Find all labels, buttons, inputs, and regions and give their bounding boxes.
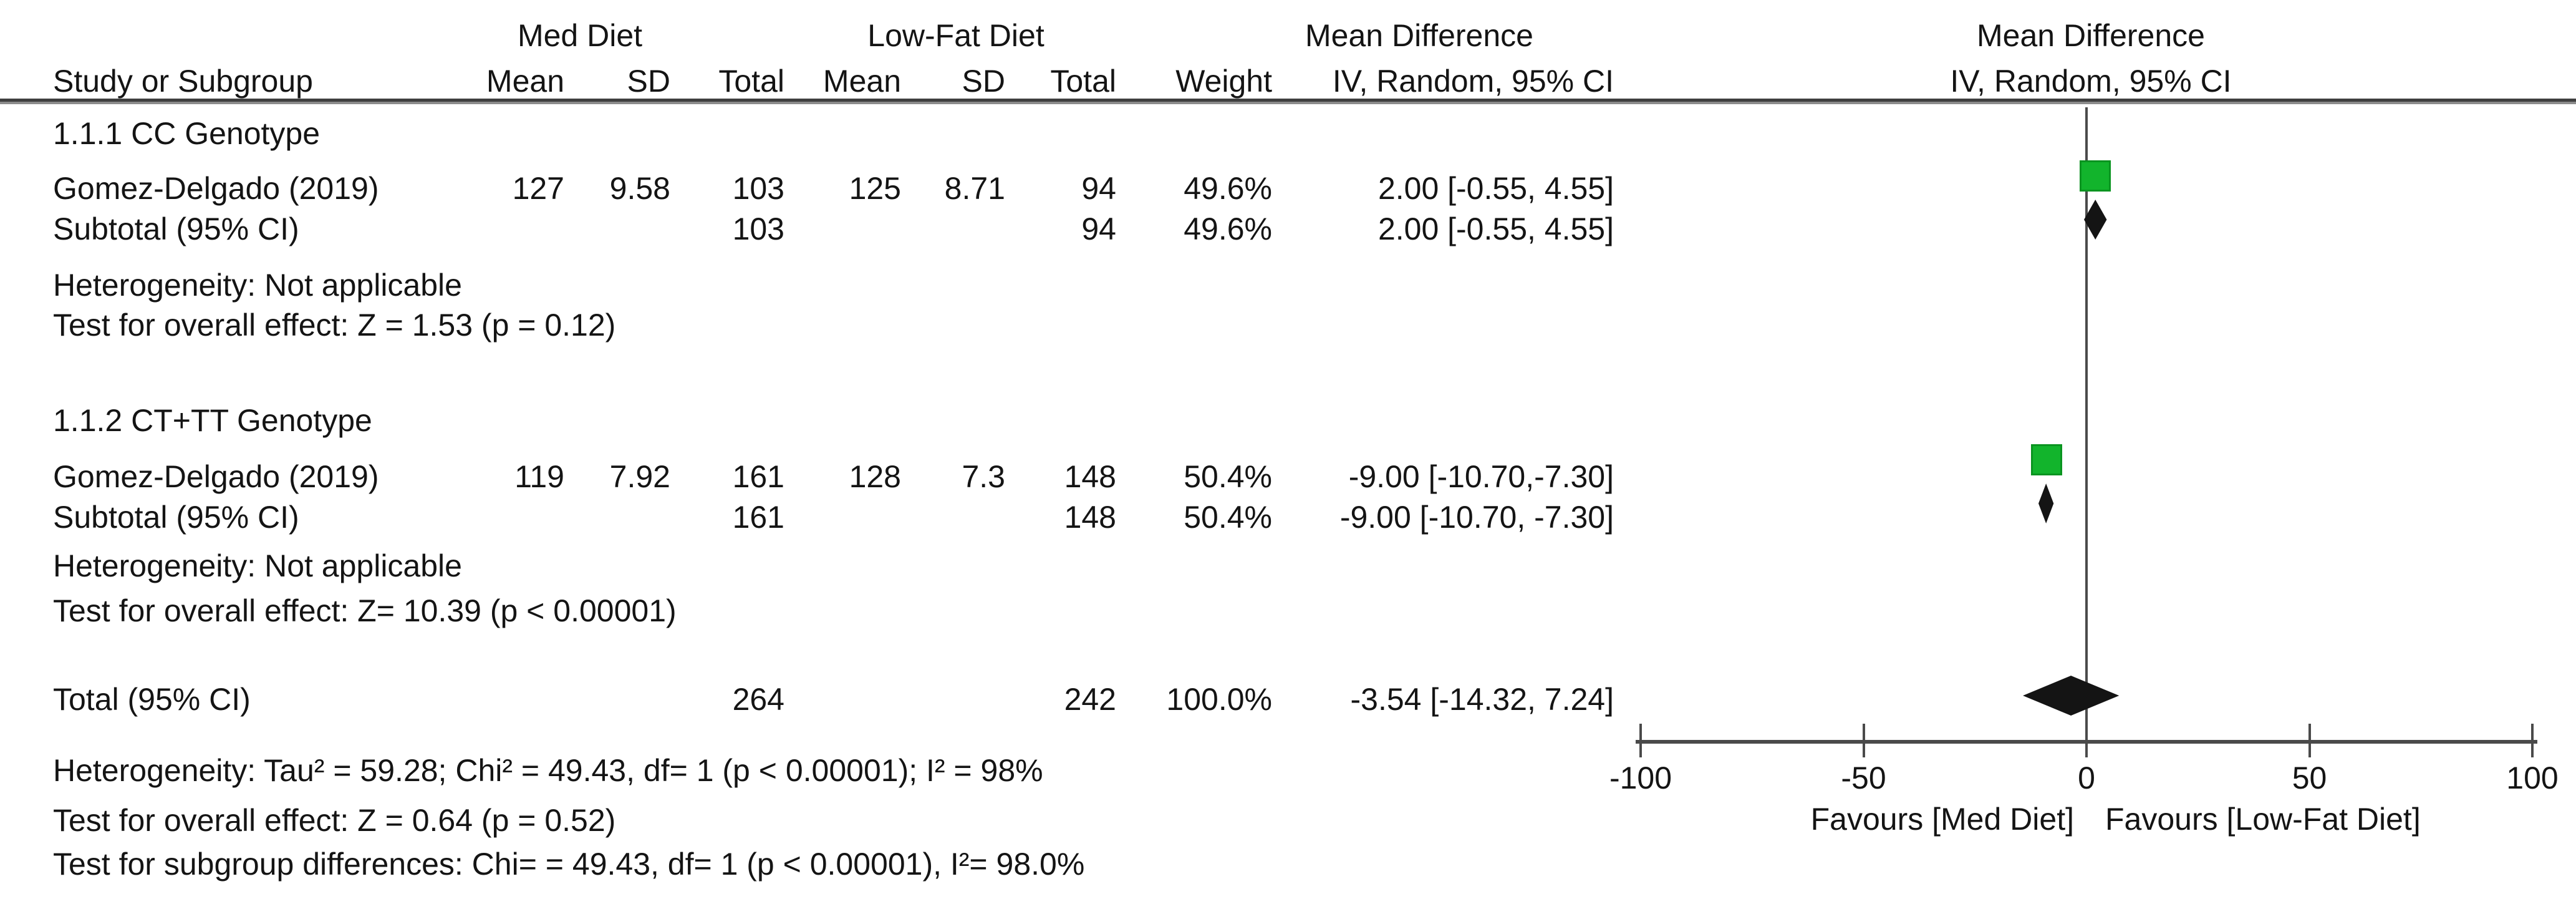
- total-total-lf: 242: [1064, 682, 1116, 717]
- study-mean-med-cttt: 119: [514, 459, 564, 494]
- heterogeneity-note-cttt: Heterogeneity: Not applicable: [53, 548, 462, 583]
- col-header-sd-lowfat: SD: [962, 64, 1005, 99]
- diamond-shape: [2038, 484, 2054, 523]
- total-weight: 100.0%: [1166, 682, 1272, 717]
- study-weight-cttt: 50.4%: [1184, 459, 1272, 494]
- study-mean-med: 127: [512, 171, 564, 206]
- subtotal-weight: 49.6%: [1184, 211, 1272, 246]
- study-mean-lf: 125: [849, 171, 901, 206]
- col-header-mean-med: Mean: [486, 64, 564, 99]
- study-point-estimate-square: [2030, 444, 2062, 475]
- subtotal-label-cttt: Subtotal (95% CI): [53, 500, 299, 535]
- plot-header-mean-difference: Mean Difference: [1977, 18, 2205, 53]
- subtotal-weight-cttt: 50.4%: [1184, 500, 1272, 535]
- total-label: Total (95% CI): [53, 682, 251, 717]
- col-header-total-med: Total: [718, 64, 784, 99]
- total-total-med: 264: [732, 682, 784, 717]
- footer-overall-effect: Test for overall effect: Z = 0.64 (p = 0…: [53, 803, 616, 838]
- study-name-cttt: Gomez-Delgado (2019): [53, 459, 379, 494]
- plot-col-header-iv-random: IV, Random, 95% CI: [1950, 64, 2232, 99]
- subtotal-total-med-cttt: 161: [732, 500, 784, 535]
- diamond-shape: [2022, 676, 2119, 716]
- study-mean-lf-cttt: 128: [849, 459, 901, 494]
- subtotal-total-lf-cttt: 148: [1064, 500, 1116, 535]
- subtotal-total-med: 103: [732, 211, 784, 246]
- axis-tick: [1862, 724, 1865, 757]
- subtotal-diamond: [2084, 200, 2107, 240]
- study-point-estimate-square: [2080, 160, 2111, 192]
- study-sd-lf: 8.71: [944, 171, 1005, 206]
- axis-tick: [2085, 724, 2088, 757]
- study-total-lf: 94: [1081, 171, 1116, 206]
- header-divider-light: [0, 102, 2576, 104]
- axis-tick-label: 50: [2292, 761, 2327, 795]
- study-name-cc: Gomez-Delgado (2019): [53, 171, 379, 206]
- subtotal-ci: 2.00 [-0.55, 4.55]: [1377, 211, 1614, 246]
- group-header-low-fat-diet: Low-Fat Diet: [867, 18, 1044, 53]
- group-header-mean-difference: Mean Difference: [1305, 18, 1533, 53]
- overall-effect-note-cttt: Test for overall effect: Z= 10.39 (p < 0…: [53, 593, 677, 628]
- axis-tick: [2308, 724, 2311, 757]
- overall-effect-note-cc: Test for overall effect: Z = 1.53 (p = 0…: [53, 308, 616, 343]
- subtotal-ci-cttt: -9.00 [-10.70, -7.30]: [1339, 500, 1614, 535]
- study-total-med-cttt: 161: [732, 459, 784, 494]
- study-ci-cttt: -9.00 [-10.70,-7.30]: [1348, 459, 1614, 494]
- study-total-lf-cttt: 148: [1064, 459, 1116, 494]
- study-sd-med: 9.58: [609, 171, 670, 206]
- axis-tick-label: -100: [1609, 761, 1672, 795]
- study-total-med: 103: [732, 171, 784, 206]
- axis-tick-label: 0: [2078, 761, 2095, 795]
- total-ci: -3.54 [-14.32, 7.24]: [1350, 682, 1614, 717]
- col-header-iv-random: IV, Random, 95% CI: [1332, 64, 1614, 99]
- study-sd-med-cttt: 7.92: [609, 459, 670, 494]
- subtotal-total-lf: 94: [1081, 211, 1116, 246]
- col-header-weight: Weight: [1175, 64, 1272, 99]
- heterogeneity-note-cc: Heterogeneity: Not applicable: [53, 268, 462, 303]
- col-header-sd-med: SD: [627, 64, 670, 99]
- subtotal-label-cc: Subtotal (95% CI): [53, 211, 299, 246]
- col-header-mean-lowfat: Mean: [822, 64, 901, 99]
- axis-tick: [2531, 724, 2534, 757]
- diamond-shape: [2084, 200, 2107, 240]
- axis-tick: [1639, 724, 1642, 757]
- favours-left-label: Favours [Med Diet]: [1810, 802, 2074, 837]
- study-sd-lf-cttt: 7.3: [962, 459, 1005, 494]
- subgroup-label-cc: 1.1.1 CC Genotype: [53, 116, 321, 151]
- study-weight: 49.6%: [1184, 171, 1272, 206]
- col-header-study: Study or Subgroup: [53, 64, 313, 99]
- favours-right-label: Favours [Low-Fat Diet]: [2105, 802, 2421, 837]
- col-header-total-lowfat: Total: [1050, 64, 1116, 99]
- group-header-med-diet: Med Diet: [517, 18, 643, 53]
- axis-tick-label: 100: [2506, 761, 2559, 795]
- header-divider-dark: [0, 99, 2576, 102]
- study-ci: 2.00 [-0.55, 4.55]: [1377, 171, 1614, 206]
- footer-subgroup-test: Test for subgroup differences: Chi= = 49…: [53, 847, 1085, 882]
- footer-heterogeneity: Heterogeneity: Tau² = 59.28; Chi² = 49.4…: [53, 753, 1043, 788]
- zero-effect-line: [2085, 107, 2088, 741]
- total-diamond: [2022, 676, 2119, 716]
- axis-tick-label: -50: [1841, 761, 1886, 795]
- subgroup-label-cttt: 1.1.2 CT+TT Genotype: [53, 403, 372, 438]
- subtotal-diamond: [2038, 484, 2054, 523]
